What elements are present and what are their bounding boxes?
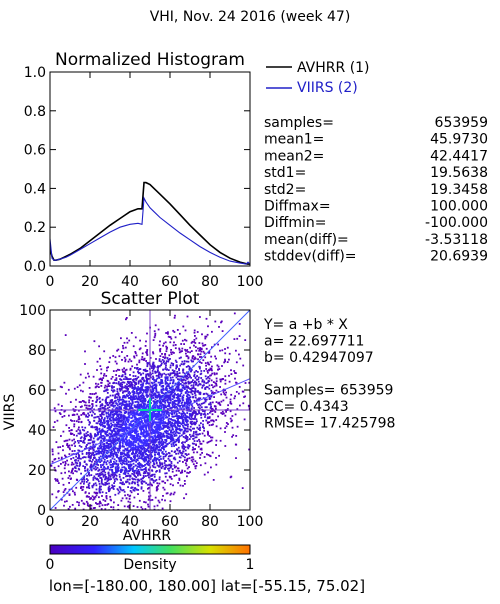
histogram-y-tick-label: 0.2 [24, 220, 46, 236]
scatter-y-tick-label: 20 [28, 463, 46, 479]
scatter-y-tick-label: 60 [28, 383, 46, 399]
histogram-frame [50, 72, 250, 266]
scatter-stat-line: Samples= 653959 [264, 383, 393, 399]
scatter-stat-line: Y= a +b * X [263, 317, 348, 333]
histogram-series-avhrr [50, 183, 250, 265]
page-title: VHI, Nov. 24 2016 (week 47) [150, 9, 351, 25]
colorbar-min-label: 0 [46, 557, 55, 573]
histogram-y-tick-label: 0.0 [24, 259, 46, 275]
lon-lat-range: lon=[-180.00, 180.00] lat=[-55.15, 75.02… [49, 577, 365, 595]
histogram-stat-label: mean(diff)= [264, 232, 349, 248]
histogram-stat-label: Diffmin= [264, 215, 326, 231]
histogram-y-ticks: 0.0 0.2 0.4 0.6 0.8 1.0 [24, 65, 250, 275]
histogram-series-viirs [50, 198, 250, 264]
histogram-x-tick-label: 20 [81, 274, 99, 290]
scatter-x-tick-label: 80 [201, 514, 219, 530]
histogram-stat-value: 45.9730 [430, 132, 488, 148]
scatter-stat-line: CC= 0.4343 [264, 399, 349, 415]
histogram-curves [50, 183, 250, 265]
histogram-x-tick-label: 100 [237, 274, 264, 290]
histogram-stat-value: 20.6939 [430, 249, 488, 265]
density-colorbar [50, 545, 250, 554]
colorbar-label: Density [123, 557, 176, 573]
scatter-stat-line: a= 22.697711 [264, 333, 364, 349]
scatter-stat-line: b= 0.42947097 [264, 350, 374, 366]
histogram-stat-value: -3.53118 [425, 232, 488, 248]
scatter-overlay [50, 310, 250, 510]
scatter-y-tick-label: 80 [28, 343, 46, 359]
histogram-stat-value: -100.000 [425, 215, 488, 231]
histogram-stat-value: 19.5638 [430, 165, 488, 181]
histogram-stat-label: samples= [264, 115, 334, 131]
histogram-x-ticks: 0 20 40 60 80 100 [46, 72, 264, 290]
histogram-x-tick-label: 80 [201, 274, 219, 290]
colorbar-max-label: 1 [246, 557, 255, 573]
histogram-x-tick-label: 0 [46, 274, 55, 290]
scatter-y-tick-label: 0 [37, 503, 46, 519]
legend-label-viirs: VIIRS (2) [297, 80, 358, 96]
scatter-y-tick-label: 100 [19, 303, 46, 319]
scatter-title: Scatter Plot [101, 289, 200, 309]
histogram-y-tick-label: 0.4 [24, 181, 46, 197]
histogram-stat-label: Diffmax= [264, 199, 331, 215]
histogram-y-tick-label: 1.0 [24, 65, 46, 81]
scatter-x-tick-label: 100 [237, 514, 264, 530]
histogram-legend: AVHRR (1) VIIRS (2) [266, 60, 370, 96]
histogram-y-tick-label: 0.8 [24, 104, 46, 120]
histogram-stat-label: mean2= [264, 148, 324, 164]
histogram-stat-value: 100.000 [430, 199, 488, 215]
histogram-x-tick-label: 40 [121, 274, 139, 290]
histogram-stat-value: 42.4417 [430, 148, 488, 164]
scatter-x-axis-label: AVHRR [123, 528, 172, 544]
histogram-stat-label: mean1= [264, 132, 324, 148]
scatter-stat-line: RMSE= 17.425798 [264, 415, 395, 431]
histogram-stat-label: std2= [264, 182, 306, 198]
scatter-y-tick-label: 40 [28, 423, 46, 439]
histogram-x-tick-label: 60 [161, 274, 179, 290]
scatter-x-tick-label: 20 [81, 514, 99, 530]
histogram-stat-value: 653959 [435, 115, 488, 131]
histogram-y-tick-label: 0.6 [24, 143, 46, 159]
legend-label-avhrr: AVHRR (1) [297, 60, 370, 76]
scatter-x-tick-label: 0 [46, 514, 55, 530]
scatter-y-axis-label: VIIRS [2, 394, 18, 431]
histogram-title: Normalized Histogram [55, 50, 245, 70]
histogram-stat-value: 19.3458 [430, 182, 488, 198]
histogram-stats: samples= 653959 mean1= 45.9730 mean2= 42.4417… [264, 115, 488, 265]
histogram-stat-label: stddev(diff)= [264, 249, 357, 265]
histogram-stat-label: std1= [264, 165, 306, 181]
